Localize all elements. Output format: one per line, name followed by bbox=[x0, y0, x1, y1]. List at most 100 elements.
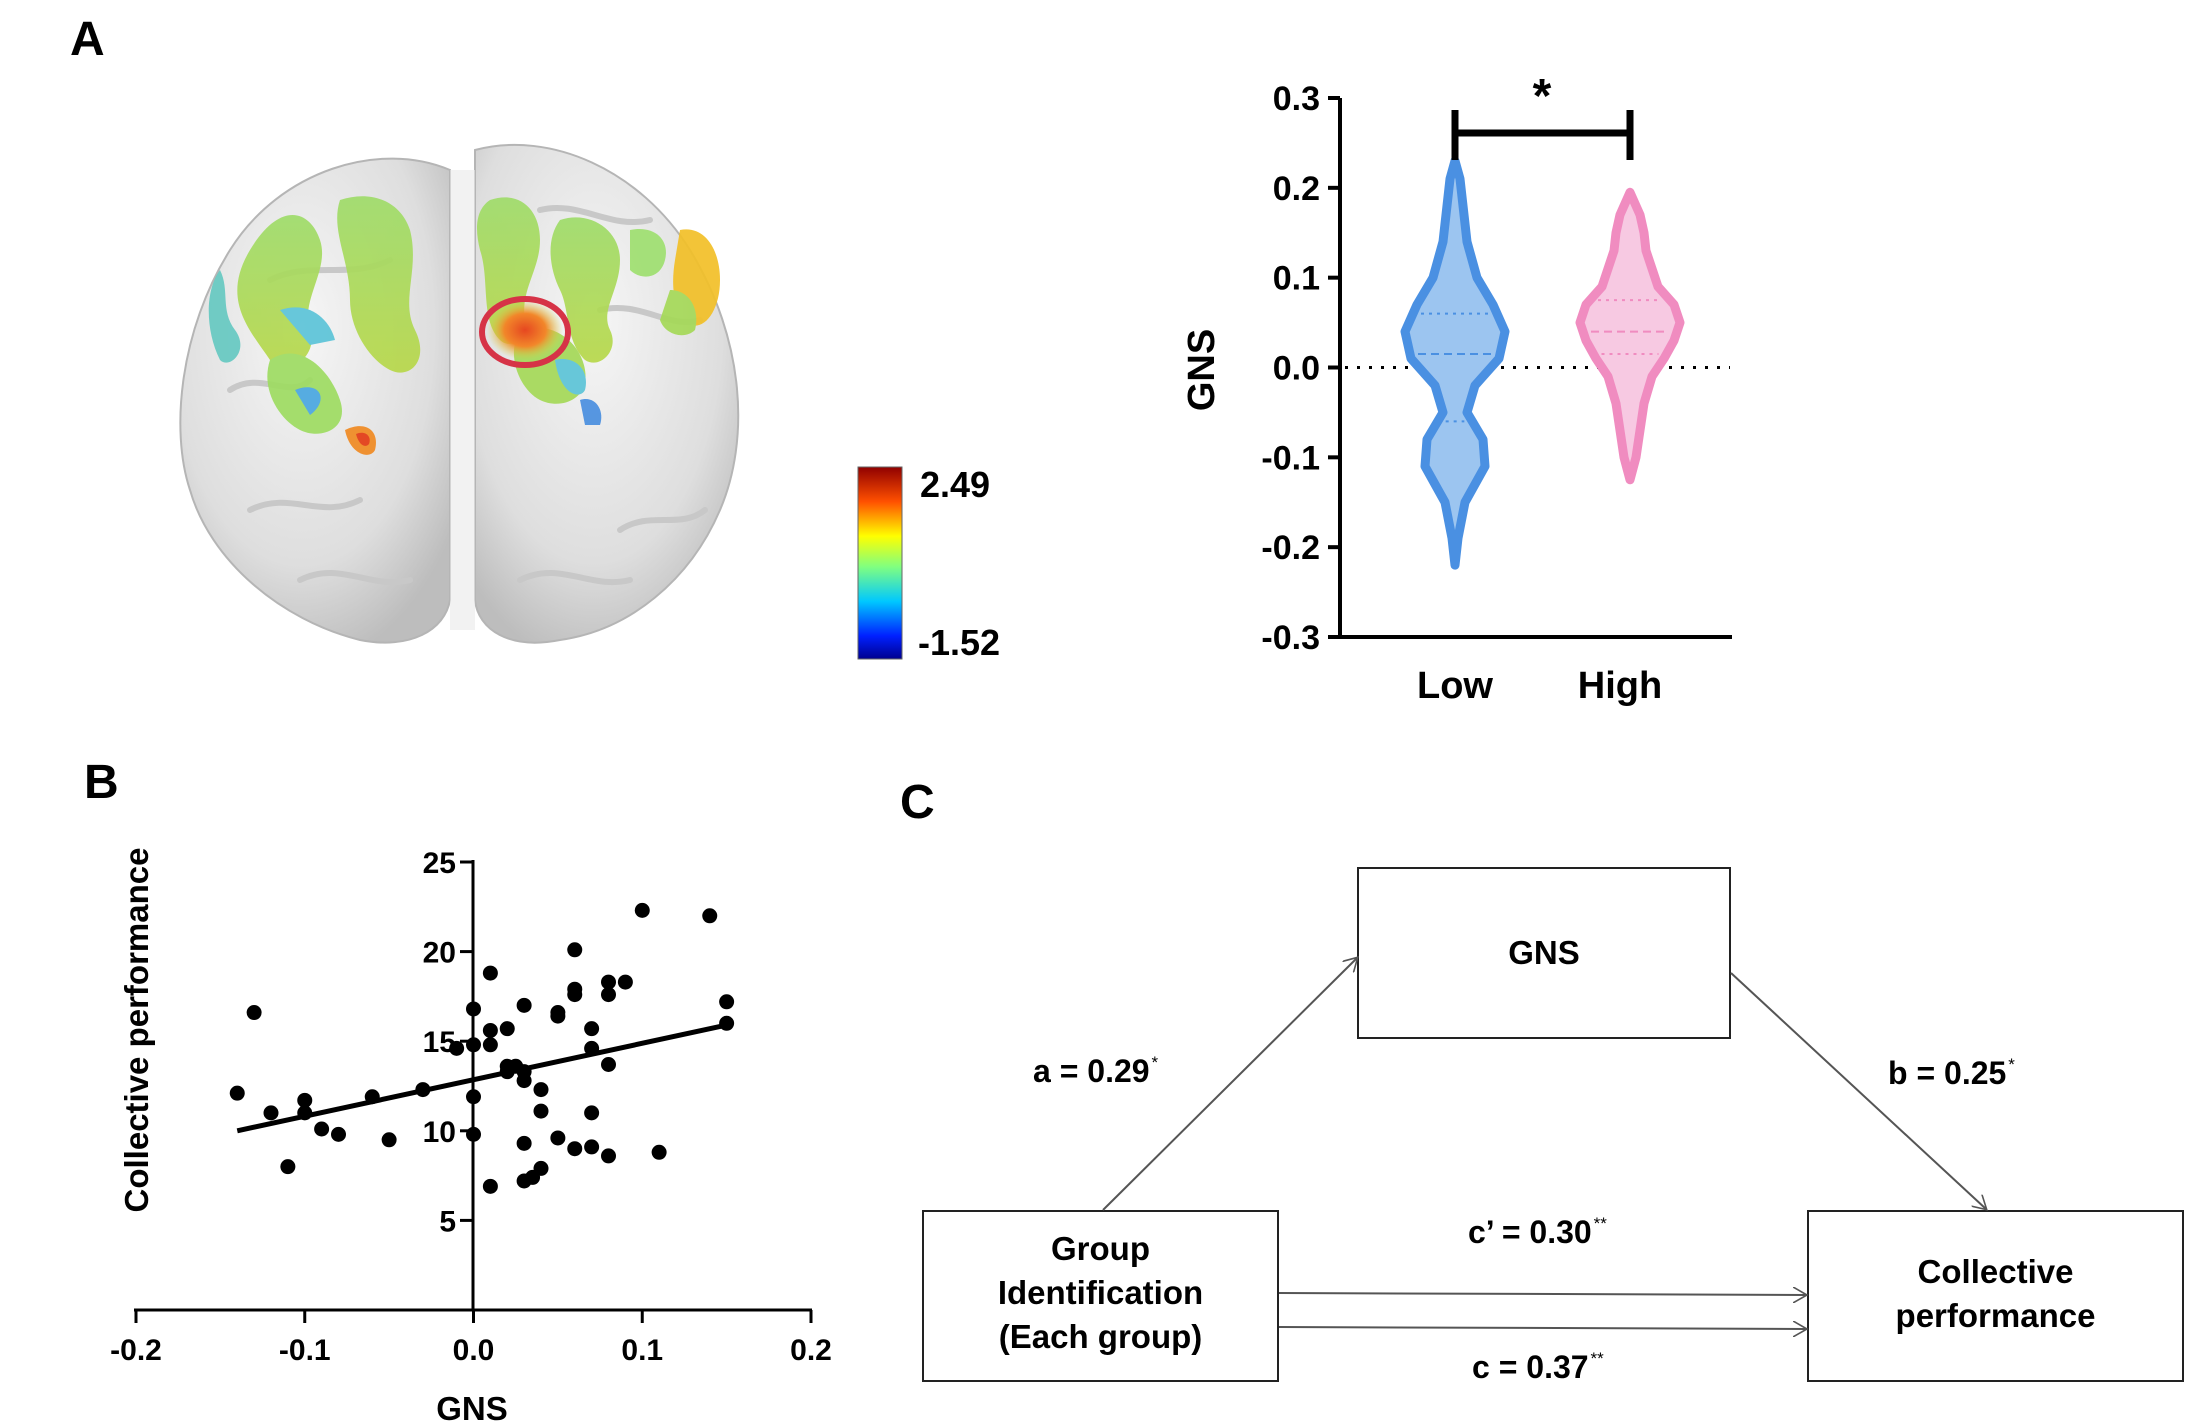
scatter-ytick-label: 25 bbox=[423, 847, 456, 880]
scatter-point bbox=[567, 1141, 583, 1157]
scatter-point bbox=[567, 942, 583, 958]
scatter-xtick-label: 0.2 bbox=[790, 1334, 832, 1367]
scatter-ytick-label: 20 bbox=[423, 937, 456, 970]
scatter-point bbox=[449, 1040, 465, 1056]
significance-star: * bbox=[1533, 70, 1552, 123]
path-c-coef: c = 0.37 bbox=[1472, 1349, 1589, 1385]
scatter-point bbox=[482, 965, 498, 981]
scatter-chart: Collective performance GNS -0.2 -0.1 0.0 0.… bbox=[110, 847, 832, 1425]
scatter-point bbox=[719, 994, 735, 1010]
violin-ytick-label: 0.2 bbox=[1273, 170, 1320, 208]
scatter-point bbox=[482, 1037, 498, 1053]
path-c-prime-coef: c’ = 0.30 bbox=[1468, 1214, 1592, 1250]
scatter-point bbox=[466, 1037, 481, 1053]
violin-ytick-label: 0.3 bbox=[1273, 80, 1320, 118]
path-a-arrow bbox=[1102, 958, 1357, 1211]
scatter-point bbox=[381, 1132, 397, 1148]
scatter-point bbox=[634, 902, 650, 918]
scatter-point bbox=[246, 1005, 262, 1021]
colorbar-min-label: -1.52 bbox=[918, 622, 1000, 663]
scatter-point bbox=[482, 1178, 498, 1194]
scatter-point bbox=[601, 1056, 616, 1072]
colorbar-max-label: 2.49 bbox=[920, 465, 990, 505]
violin-ytick-label: 0.1 bbox=[1273, 260, 1320, 298]
scatter-ytick-label: 5 bbox=[439, 1205, 456, 1238]
predictor-label-line: Group bbox=[1051, 1230, 1150, 1267]
violin-ytick-label: -0.1 bbox=[1261, 439, 1320, 477]
path-c-prime-arrow bbox=[1278, 1293, 1806, 1295]
colorbar: 2.49 -1.52 bbox=[857, 465, 1000, 663]
predictor-box bbox=[922, 1210, 1279, 1382]
panel-label-b: B bbox=[84, 756, 119, 809]
colorbar-gradient bbox=[857, 466, 903, 660]
predictor-label-line: Identification bbox=[997, 1274, 1204, 1311]
path-c-prime-sig: ** bbox=[1593, 1214, 1607, 1233]
activation-map bbox=[208, 196, 720, 455]
scatter-point bbox=[466, 1001, 481, 1017]
path-b-coef: b = 0.25 bbox=[1888, 1055, 2007, 1091]
scatter-point bbox=[314, 1121, 330, 1137]
path-b-arrow bbox=[1730, 972, 1986, 1209]
violin-ytick-label: 0.0 bbox=[1273, 350, 1320, 388]
violin-high bbox=[1575, 187, 1685, 485]
scatter-point bbox=[601, 1148, 616, 1164]
scatter-point bbox=[601, 987, 616, 1003]
path-a-coef: a = 0.29 bbox=[1033, 1053, 1150, 1089]
violin-xtick-label: Low bbox=[1417, 665, 1493, 707]
scatter-point bbox=[466, 1089, 481, 1105]
violin-ytick-label: -0.3 bbox=[1261, 619, 1320, 657]
scatter-point bbox=[263, 1105, 279, 1121]
scatter-xtick-label: -0.2 bbox=[110, 1334, 162, 1367]
violin-xtick-label: High bbox=[1578, 665, 1662, 707]
scatter-point bbox=[702, 908, 718, 924]
scatter-ytick-label: 15 bbox=[423, 1026, 456, 1059]
significance-bracket bbox=[1451, 110, 1634, 160]
scatter-ylabel: Collective performance bbox=[118, 848, 155, 1213]
scatter-point bbox=[516, 997, 532, 1013]
path-a-sig: * bbox=[1151, 1053, 1159, 1072]
violin-ytick-label: -0.2 bbox=[1261, 529, 1320, 567]
predictor-label: Group Identification (Each group) bbox=[923, 1227, 1278, 1359]
outcome-label-line: performance bbox=[1895, 1297, 2096, 1334]
scatter-point bbox=[280, 1159, 296, 1175]
scatter-xtick-label: 0.0 bbox=[453, 1334, 495, 1367]
outcome-label: Collective performance bbox=[1808, 1250, 2183, 1338]
scatter-point bbox=[533, 1082, 549, 1098]
scatter-point bbox=[550, 1130, 566, 1146]
scatter-point bbox=[229, 1085, 245, 1101]
scatter-point bbox=[567, 987, 583, 1003]
scatter-xtick-label: -0.1 bbox=[279, 1334, 331, 1367]
violin-ylabel: GNS bbox=[1181, 329, 1223, 411]
path-c-arrow bbox=[1278, 1327, 1806, 1329]
scatter-point bbox=[651, 1144, 667, 1160]
path-c-prime-label: c’ = 0.30 ** bbox=[1468, 1214, 1607, 1251]
scatter-point bbox=[617, 974, 633, 990]
scatter-xtick-label: 0.1 bbox=[621, 1334, 663, 1367]
scatter-point bbox=[482, 1022, 498, 1038]
violin-chart: GNS 0.3 0.2 0.1 0.0 -0.1 -0.2 -0.3 Low High * bbox=[1181, 70, 1732, 707]
scatter-point bbox=[584, 1105, 600, 1121]
path-a-label: a = 0.29 * bbox=[1033, 1053, 1158, 1090]
roi-highlight-circle bbox=[479, 296, 571, 368]
regression-line bbox=[236, 1022, 728, 1134]
outcome-box bbox=[1807, 1210, 2184, 1382]
brain-image bbox=[179, 143, 740, 644]
panel-label-c: C bbox=[900, 776, 935, 829]
scatter-point bbox=[584, 1021, 600, 1037]
scatter-point bbox=[533, 1103, 549, 1119]
scatter-point bbox=[466, 1126, 481, 1142]
scatter-point bbox=[601, 974, 616, 990]
scatter-xlabel: GNS bbox=[436, 1390, 508, 1425]
mediator-label: GNS bbox=[1508, 934, 1580, 971]
scatter-point bbox=[584, 1139, 600, 1155]
panel-label-a: A bbox=[70, 13, 105, 66]
scatter-point bbox=[516, 1073, 532, 1089]
scatter-point bbox=[550, 1008, 566, 1024]
scatter-point bbox=[297, 1092, 313, 1108]
predictor-label-line: (Each group) bbox=[998, 1318, 1203, 1355]
outcome-label-line: Collective bbox=[1917, 1253, 2074, 1290]
path-c-label: c = 0.37 ** bbox=[1472, 1349, 1604, 1386]
scatter-ytick-label: 10 bbox=[423, 1116, 456, 1149]
mediator-box bbox=[1357, 867, 1731, 1039]
